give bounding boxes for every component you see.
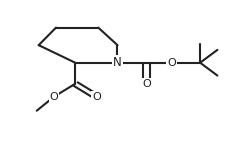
- Text: O: O: [92, 92, 101, 102]
- Text: O: O: [50, 92, 59, 102]
- Text: N: N: [113, 56, 122, 69]
- Text: O: O: [142, 79, 151, 89]
- Text: O: O: [167, 58, 176, 68]
